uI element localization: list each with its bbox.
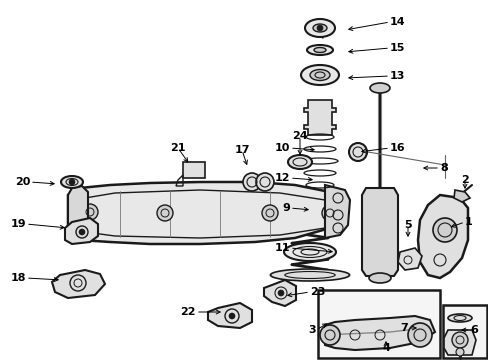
Ellipse shape [368,273,390,283]
Polygon shape [397,248,421,270]
Ellipse shape [287,155,311,169]
Ellipse shape [451,332,467,348]
Polygon shape [443,330,475,355]
Bar [442,305,486,358]
Text: 4: 4 [381,343,389,353]
Ellipse shape [243,173,261,191]
Ellipse shape [447,314,471,322]
Text: 12: 12 [274,173,289,183]
Ellipse shape [321,205,337,221]
Text: 5: 5 [404,220,411,230]
Text: 14: 14 [389,17,405,27]
Text: 16: 16 [389,143,405,153]
Polygon shape [264,280,295,306]
Ellipse shape [256,173,273,191]
Ellipse shape [305,19,334,37]
Text: 21: 21 [170,143,185,153]
Ellipse shape [319,325,339,345]
Ellipse shape [270,269,349,281]
Text: 3: 3 [308,325,315,335]
Text: 18: 18 [10,273,26,283]
Text: 15: 15 [389,43,405,53]
Ellipse shape [82,204,98,220]
Polygon shape [453,190,469,202]
Ellipse shape [301,65,338,85]
Ellipse shape [79,229,85,235]
Text: 7: 7 [400,323,407,333]
Text: 6: 6 [469,325,477,335]
Text: 13: 13 [389,71,405,81]
Ellipse shape [312,24,326,32]
Text: 8: 8 [439,163,447,173]
Text: 9: 9 [282,203,289,213]
Ellipse shape [348,143,366,161]
Text: 22: 22 [180,307,196,317]
Polygon shape [361,188,397,276]
Ellipse shape [69,179,75,185]
Text: 2: 2 [460,175,468,185]
Ellipse shape [61,176,83,188]
Ellipse shape [157,205,173,221]
Ellipse shape [309,69,329,81]
Polygon shape [325,316,434,350]
Ellipse shape [407,323,431,347]
Ellipse shape [228,313,235,319]
Text: 10: 10 [274,143,289,153]
Ellipse shape [284,243,335,261]
Text: 19: 19 [10,219,26,229]
Ellipse shape [278,290,284,296]
Bar [183,162,204,178]
Text: 23: 23 [309,287,325,297]
Ellipse shape [455,348,463,356]
Ellipse shape [313,48,325,53]
Ellipse shape [316,25,323,31]
Polygon shape [417,195,467,278]
Text: 11: 11 [274,243,289,253]
Polygon shape [304,100,335,135]
Polygon shape [207,303,251,328]
Polygon shape [68,186,88,238]
Bar [317,290,439,358]
Ellipse shape [262,205,278,221]
Ellipse shape [369,83,389,93]
Polygon shape [65,218,98,244]
Text: 1: 1 [464,217,472,227]
Ellipse shape [432,218,456,242]
Polygon shape [68,182,339,244]
Text: 24: 24 [292,131,307,141]
Text: 20: 20 [15,177,30,187]
Polygon shape [325,185,349,238]
Polygon shape [52,270,105,298]
Ellipse shape [306,45,332,55]
Text: 17: 17 [234,145,249,155]
